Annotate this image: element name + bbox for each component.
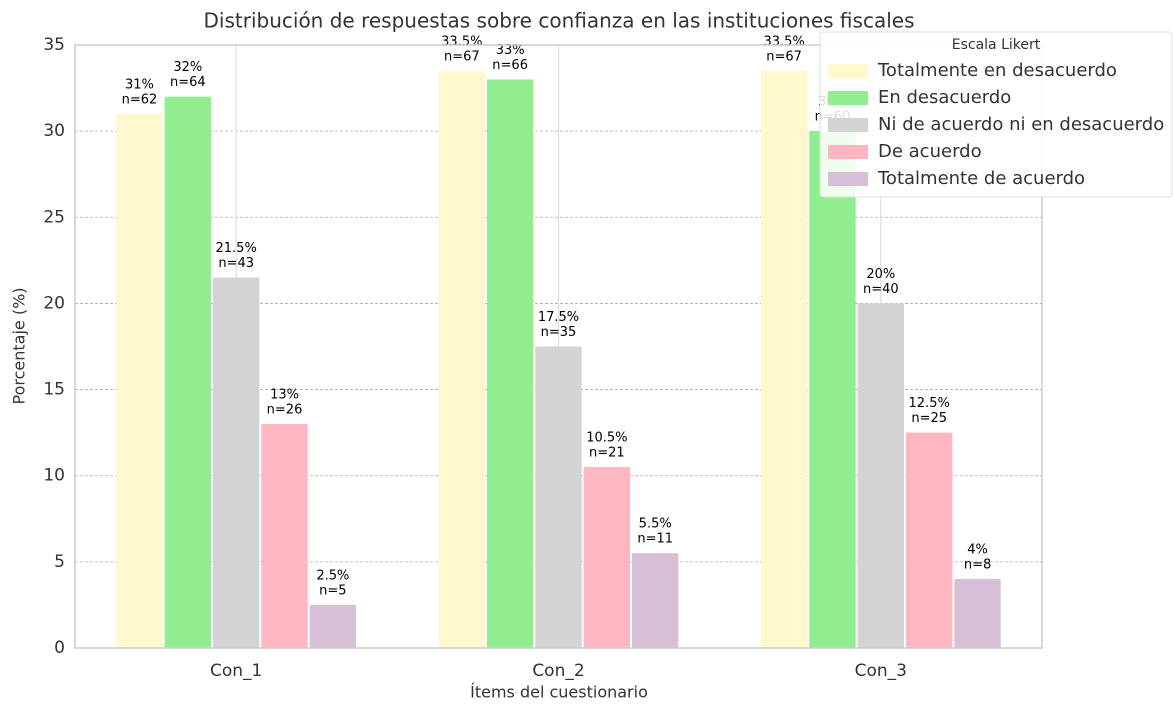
value-label: 20% — [866, 267, 895, 282]
count-label: n=26 — [267, 403, 303, 418]
value-label: 10.5% — [586, 431, 627, 446]
x-tick-label: Con_3 — [855, 661, 907, 681]
legend-swatch — [828, 64, 868, 78]
value-label: 5.5% — [639, 517, 672, 532]
count-label: n=11 — [637, 532, 673, 547]
bar — [116, 113, 163, 648]
y-tick-label: 25 — [43, 207, 65, 227]
value-label: 33.5% — [441, 34, 482, 49]
bar — [632, 553, 679, 648]
count-label: n=66 — [492, 58, 528, 73]
bar — [261, 424, 308, 648]
y-tick-label: 5 — [54, 552, 65, 572]
count-label: n=21 — [589, 446, 625, 461]
value-label: 13% — [270, 388, 299, 403]
x-axis-label: Ítems del cuestionario — [470, 683, 648, 702]
legend-title: Escala Likert — [952, 37, 1041, 53]
value-label: 32% — [173, 60, 202, 75]
bar — [809, 131, 856, 649]
value-label: 4% — [967, 543, 988, 558]
bar — [309, 604, 357, 648]
value-label: 21.5% — [216, 241, 257, 256]
count-label: n=64 — [170, 75, 206, 90]
y-tick-label: 35 — [43, 35, 65, 55]
legend-label: De acuerdo — [878, 141, 982, 162]
y-tick-label: 15 — [43, 380, 65, 400]
y-tick-label: 30 — [43, 121, 65, 141]
count-label: n=62 — [122, 92, 158, 107]
count-label: n=67 — [444, 49, 480, 64]
value-label: 31% — [125, 77, 154, 92]
bar — [164, 96, 211, 648]
bar — [535, 346, 582, 648]
legend-label: Totalmente de acuerdo — [877, 168, 1085, 189]
legend-box — [819, 31, 1173, 198]
legend-label: Ni de acuerdo ni en desacuerdo — [878, 114, 1164, 135]
bar — [954, 579, 1001, 648]
legend-swatch — [828, 172, 868, 186]
y-axis-label: Porcentaje (%) — [10, 287, 29, 404]
legend-swatch — [828, 118, 868, 132]
value-label: 33% — [496, 43, 525, 58]
count-label: n=8 — [964, 558, 991, 573]
legend-swatch — [828, 145, 868, 159]
count-label: n=5 — [319, 583, 346, 598]
bar — [583, 467, 631, 648]
value-label: 2.5% — [316, 568, 349, 583]
x-tick-label: Con_1 — [210, 661, 262, 681]
value-label: 12.5% — [909, 396, 950, 411]
legend-label: Totalmente en desacuerdo — [877, 60, 1117, 81]
chart-title: Distribución de respuestas sobre confian… — [204, 9, 915, 33]
count-label: n=35 — [541, 325, 577, 340]
count-label: n=25 — [911, 411, 947, 426]
count-label: n=40 — [863, 282, 899, 297]
bar — [212, 277, 260, 648]
y-tick-label: 20 — [43, 293, 65, 313]
legend-swatch — [828, 91, 868, 105]
bar — [906, 432, 953, 648]
x-tick-label: Con_2 — [532, 661, 584, 681]
bar — [438, 70, 485, 649]
count-label: n=43 — [218, 256, 254, 271]
plot-frame — [74, 44, 1043, 649]
bar — [486, 79, 534, 648]
bar — [857, 303, 905, 648]
bar — [760, 70, 808, 649]
legend-label: En desacuerdo — [878, 87, 1011, 108]
y-tick-label: 10 — [43, 466, 65, 486]
value-label: 33.5% — [763, 34, 804, 49]
count-label: n=67 — [766, 49, 802, 64]
y-tick-label: 0 — [54, 638, 65, 658]
value-label: 17.5% — [538, 310, 579, 325]
